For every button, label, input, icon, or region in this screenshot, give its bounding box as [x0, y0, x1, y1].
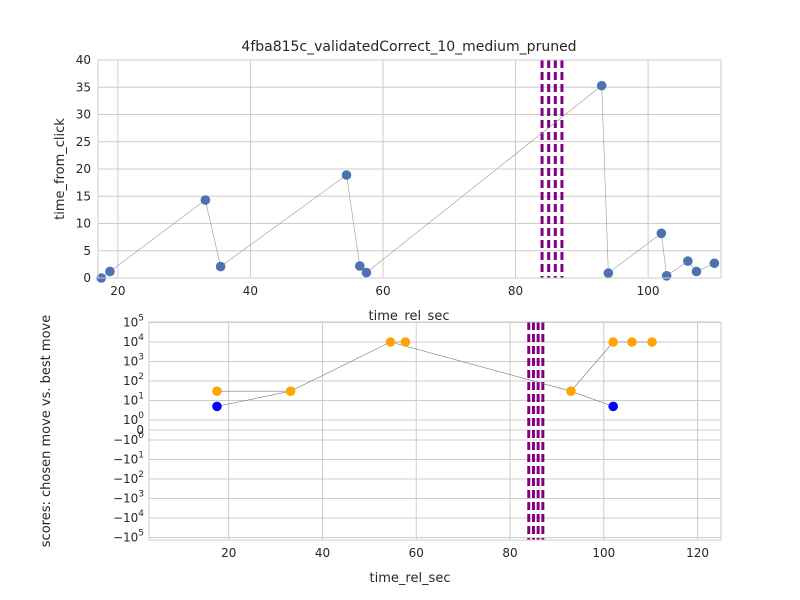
top-y-tick-label: 40 — [76, 53, 91, 67]
bottom-data-point — [608, 337, 618, 347]
top-data-point — [361, 267, 372, 278]
top-y-tick-label: 30 — [76, 108, 91, 122]
bottom-data-point — [608, 401, 618, 412]
bottom-plot-x-label: time_rel_sec — [370, 571, 451, 586]
top-plot-frame — [97, 59, 722, 279]
bottom-x-tick-label: 120 — [686, 546, 709, 560]
bottom-y-tick-label: 0 — [136, 423, 144, 437]
bottom-x-tick-label: 100 — [592, 546, 615, 560]
bottom-connector-line — [290, 341, 391, 392]
top-y-tick-label: 5 — [83, 244, 91, 258]
top-data-point — [656, 228, 667, 239]
bottom-data-point — [285, 386, 296, 396]
top-y-tick-label: 0 — [83, 271, 91, 285]
bottom-data-point — [627, 337, 637, 347]
top-data-point — [683, 256, 693, 266]
bottom-data-point — [212, 386, 222, 396]
bottom-y-tick-label: 104 — [123, 333, 144, 349]
top-y-tick-label: 10 — [76, 217, 91, 231]
bottom-y-tick-label: 100 — [123, 411, 144, 427]
top-data-point — [661, 271, 672, 281]
bottom-data-point — [212, 401, 222, 412]
bottom-y-tick-label: 101 — [123, 392, 144, 408]
top-y-tick-label: 35 — [76, 80, 91, 94]
bottom-plot-x-ticks: 20 40 60 80 100 120 — [221, 546, 709, 560]
top-data-point — [341, 170, 352, 180]
top-data-point — [691, 266, 702, 277]
bottom-data-point — [400, 337, 411, 347]
bottom-x-tick-label: 40 — [315, 546, 330, 560]
top-x-tick-label: 100 — [637, 284, 660, 298]
top-data-point — [709, 258, 720, 269]
bottom-x-tick-label: 20 — [221, 546, 236, 560]
bottom-y-tick-label: 102 — [123, 372, 144, 388]
bottom-x-tick-label: 60 — [409, 546, 424, 560]
top-plot-grid — [98, 59, 721, 279]
top-data-point — [215, 261, 226, 272]
bottom-plot-points — [212, 337, 657, 412]
bottom-y-tick-label: −102 — [113, 470, 144, 486]
top-x-tick-label: 40 — [243, 284, 258, 298]
top-plot-title: 4fba815c_validatedCorrect_10_medium_prun… — [241, 39, 576, 55]
bottom-plot-grid — [149, 322, 721, 540]
top-plot-y-label: time_from_click — [53, 118, 68, 220]
top-data-point — [603, 268, 614, 278]
top-y-tick-label: 15 — [76, 189, 91, 203]
top-plot: 20 40 60 80 100 0 5 10 15 20 25 30 35 40 4fba815c_va… — [53, 39, 722, 324]
bottom-connector-line — [216, 390, 291, 407]
bottom-y-tick-label: −104 — [113, 509, 144, 525]
bottom-plot-y-label: scores: chosen move vs. best move — [39, 315, 54, 547]
bottom-y-tick-label: −103 — [113, 490, 144, 506]
top-y-tick-label: 25 — [76, 135, 91, 149]
top-plot-x-label: time_rel_sec — [369, 309, 450, 324]
bottom-plot: 20 40 60 80 100 120 1051041031021011000−100−1… — [39, 314, 722, 586]
bottom-y-tick-label: 103 — [123, 353, 144, 369]
top-data-point — [354, 261, 365, 271]
top-x-tick-label: 60 — [375, 284, 390, 298]
bottom-data-point — [566, 386, 576, 396]
bottom-y-tick-label: 105 — [123, 314, 144, 330]
bottom-y-tick-label: −100 — [113, 431, 144, 447]
bottom-y-tick-label: −101 — [113, 451, 144, 467]
bottom-y-tick-label: −105 — [113, 529, 144, 545]
top-x-tick-label: 80 — [508, 284, 523, 298]
bottom-data-point — [385, 337, 396, 347]
bottom-connector-line — [390, 341, 572, 392]
top-x-tick-label: 20 — [110, 284, 125, 298]
bottom-connector-line — [570, 390, 614, 407]
top-data-point — [105, 266, 115, 277]
bottom-plot-frame — [148, 321, 722, 541]
top-plot-vertical-lines — [540, 60, 564, 278]
top-data-point — [596, 80, 607, 91]
bottom-plot-vertical-lines — [527, 322, 545, 540]
top-plot-points — [96, 80, 720, 283]
bottom-plot-connectors — [216, 341, 653, 407]
top-plot-y-ticks: 0 5 10 15 20 25 30 35 40 — [76, 53, 91, 285]
top-y-tick-label: 20 — [76, 162, 91, 176]
bottom-data-point — [647, 337, 657, 347]
top-data-point — [200, 195, 211, 205]
bottom-x-tick-label: 80 — [502, 546, 517, 560]
bottom-connector-line — [570, 341, 614, 392]
top-plot-x-ticks: 20 40 60 80 100 — [110, 284, 659, 298]
